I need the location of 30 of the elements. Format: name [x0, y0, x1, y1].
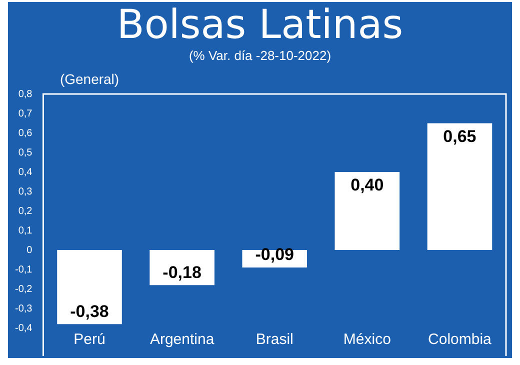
data-label: 0,40 [350, 176, 384, 195]
y-tick-label: -0,2 [14, 284, 33, 295]
y-tick-label: 0,6 [18, 128, 33, 139]
y-tick-label: -0,4 [14, 322, 33, 334]
bar [150, 250, 214, 286]
y-tick-label: 0,2 [18, 206, 33, 217]
bar [427, 123, 492, 250]
y-tick-label: -0,3 [14, 303, 33, 314]
data-label: -0,38 [70, 302, 109, 321]
data-label: -0,18 [162, 262, 202, 282]
x-tick-label: Perú [74, 331, 106, 348]
y-tick-label: 0,8 [18, 88, 33, 100]
y-tick-label: 0,4 [18, 166, 33, 178]
x-tick-label: Colombia [428, 331, 492, 348]
y-tick-label: 0,5 [18, 147, 33, 158]
y-tick-label: -0,1 [14, 264, 33, 276]
x-tick-label: Brasil [256, 331, 294, 348]
bar [334, 172, 400, 250]
y-tick-label: 0 [26, 244, 33, 256]
x-tick-label: Argentina [150, 331, 215, 348]
y-tick-label: 0,7 [18, 108, 33, 120]
chart-subtitle: (% Var. día -28-10-2022) [188, 48, 332, 64]
chart-title: Bolsas Latinas [116, 2, 404, 48]
y-tick-label: 0,1 [18, 225, 33, 236]
text: (General) [60, 70, 120, 87]
data-label: -0,09 [255, 245, 294, 264]
data-label: 0,65 [443, 126, 476, 146]
x-tick-label: México [343, 331, 391, 348]
bar [57, 250, 122, 324]
y-tick-label: 0,3 [18, 186, 33, 198]
